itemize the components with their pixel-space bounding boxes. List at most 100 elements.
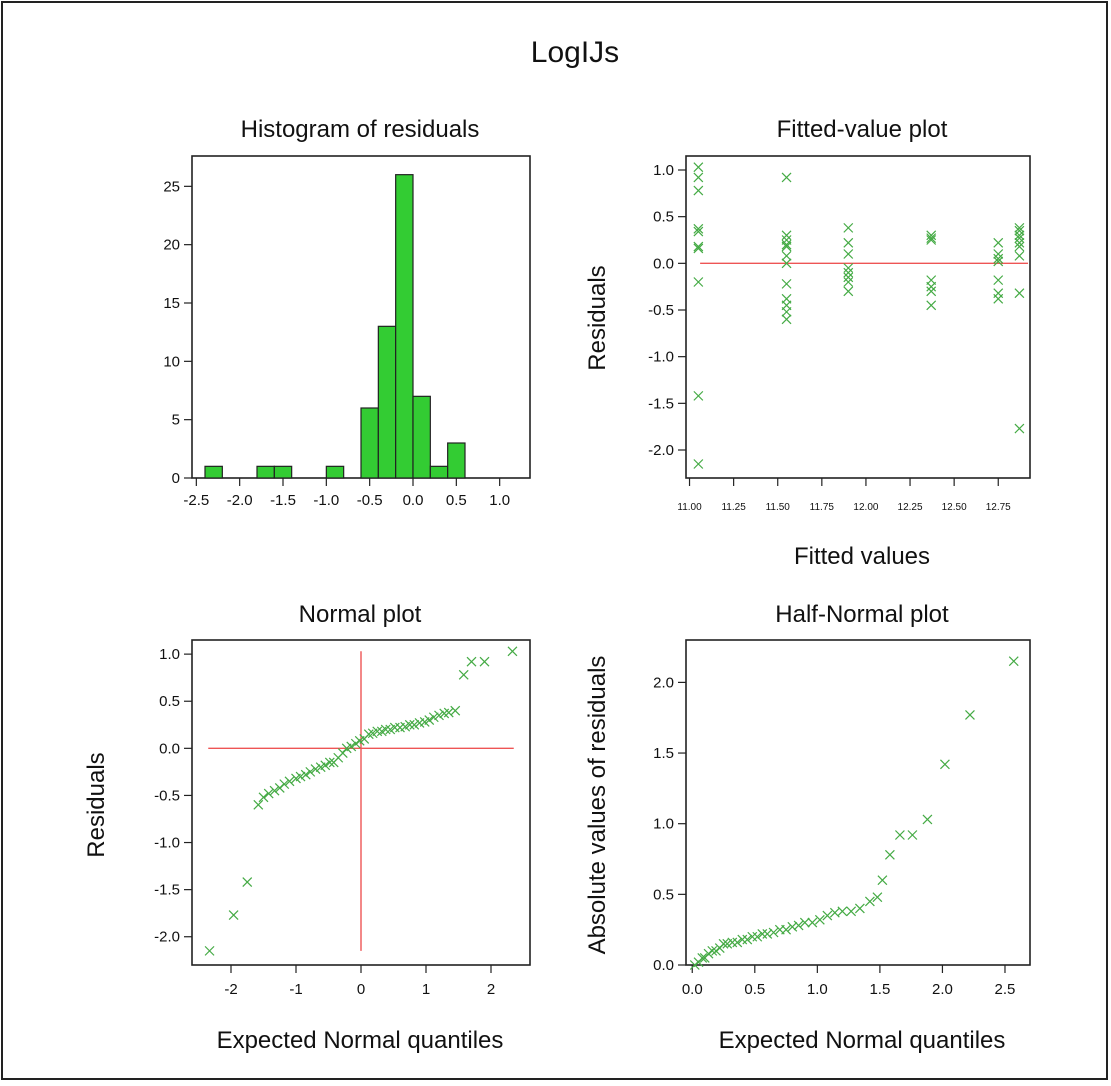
normal-point [404,719,415,730]
normal-point [253,799,264,810]
normal-point [346,741,357,752]
normal-point [424,715,435,725]
normal-point [428,712,439,723]
fitted-ylabel: Residuals [584,265,611,370]
fitted-title: Fitted-value plot [777,116,948,143]
hist-ytick-label: 0 [172,470,180,487]
fitted-xtick-label: 11.00 [677,502,702,513]
halfnormal-point [894,830,905,840]
hist-xtick-label: -2.5 [183,492,209,509]
halfnormal-point [877,875,888,886]
halfnormal-point [707,945,718,956]
hist-xtick-label: 0.0 [403,492,424,509]
halfnormal-point [737,934,748,945]
normal-point [380,724,391,735]
fitted-point [781,241,792,252]
halfnormal-point [1008,656,1019,667]
halfnormal-xlabel: Expected Normal quantiles [719,1027,1006,1054]
halfnormal-plot-frame [685,639,1031,966]
normal-xtick-label: -1 [289,981,302,998]
halfnormal-xtick-label: 2.5 [995,981,1016,998]
fitted-point [1014,288,1025,299]
fitted-point [993,275,1004,286]
fitted-point [781,172,792,183]
normal-xtick-label: 2 [487,981,495,998]
hist-title: Histogram of residuals [241,116,480,143]
fitted-point [1014,225,1025,236]
halfnormal-point [822,910,833,921]
halfnormal-point [757,928,768,939]
fitted-ytick-label: 1.0 [653,162,674,179]
normal-point [258,792,269,803]
halfnormal-point [940,759,950,770]
normal-point [409,719,420,730]
halfnormal-xtick-label: 1.5 [869,981,890,998]
fitted-point [781,250,792,261]
fitted-xtick-label: 11.75 [810,502,835,513]
panel-hist: Histogram of residuals 0 5 10 15 20 25 -2.5 -2.0… [163,116,531,509]
halfnormal-ytick-label: 0.5 [653,886,674,903]
fitted-plot-frame [685,155,1031,479]
halfnormal-point [742,934,753,945]
fitted-point [693,223,704,234]
normal-ytick-label: 1.0 [159,646,180,663]
normal-point [320,760,331,771]
normal-point [263,788,274,799]
fitted-point [993,237,1004,248]
fitted-point [926,230,937,241]
panel-normal: Normal plot -2.0 -1.5 -1.0 -0.5 0.0 0.5 1.0 -2 -1… [83,601,531,1054]
normal-point [324,757,335,768]
fitted-point [843,272,854,283]
halfnormal-point [787,921,798,932]
halfnormal-xtick-label: 1.0 [807,981,828,998]
hist-bar [360,407,379,479]
fitted-point [843,249,854,259]
hist-ytick-label: 20 [163,237,180,254]
normal-point [443,707,454,718]
hist-ytick-label: 5 [172,412,180,429]
fitted-xtick-label: 12.00 [853,502,878,513]
hist-bar [395,174,414,479]
normal-xtick-label: -2 [224,981,237,998]
fitted-point [781,258,792,269]
halfnormal-point [781,924,791,935]
halfnormal-xtick-label: 0.5 [744,981,765,998]
fitted-point [993,249,1004,259]
hist-ytick-label: 10 [163,353,180,370]
normal-xtick-label: 1 [422,981,430,998]
halfnormal-point [922,814,933,825]
hist-bar [447,442,466,479]
fitted-point [1014,250,1025,261]
fitted-point [693,162,704,173]
halfnormal-point [718,938,729,949]
hist-ytick-label: 15 [163,295,180,312]
fitted-point [993,256,1004,267]
fitted-point [781,278,792,289]
halfnormal-point [846,906,857,917]
panel-fitted: Fitted-value plot -2.0 -1.5 -1.0 -0.5 0.0 0.5 1… [584,116,1031,570]
normal-xlabel: Expected Normal quantiles [217,1027,504,1054]
fitted-point [926,235,937,245]
fitted-point [993,253,1004,264]
halfnormal-point [837,906,848,917]
normal-point [228,910,239,920]
normal-point [450,705,461,716]
halfnormal-point [965,709,975,720]
hist-bar [412,395,431,479]
halfnormal-ytick-label: 0.0 [653,957,674,974]
fitted-point [693,226,704,237]
halfnormal-point [864,896,875,907]
fitted-xtick-label: 11.50 [766,502,791,513]
halfnormal-point [814,914,825,925]
fitted-point [693,185,704,196]
fitted-point [693,241,704,252]
halfnormal-point [727,937,738,948]
hist-xtick-label: -0.5 [357,492,383,509]
fitted-ytick-label: 0.0 [653,255,674,272]
halfnormal-point [697,953,708,963]
normal-title: Normal plot [299,601,422,628]
hist-xtick-label: -2.0 [227,492,253,509]
hist-xtick-label: -1.0 [313,492,339,509]
